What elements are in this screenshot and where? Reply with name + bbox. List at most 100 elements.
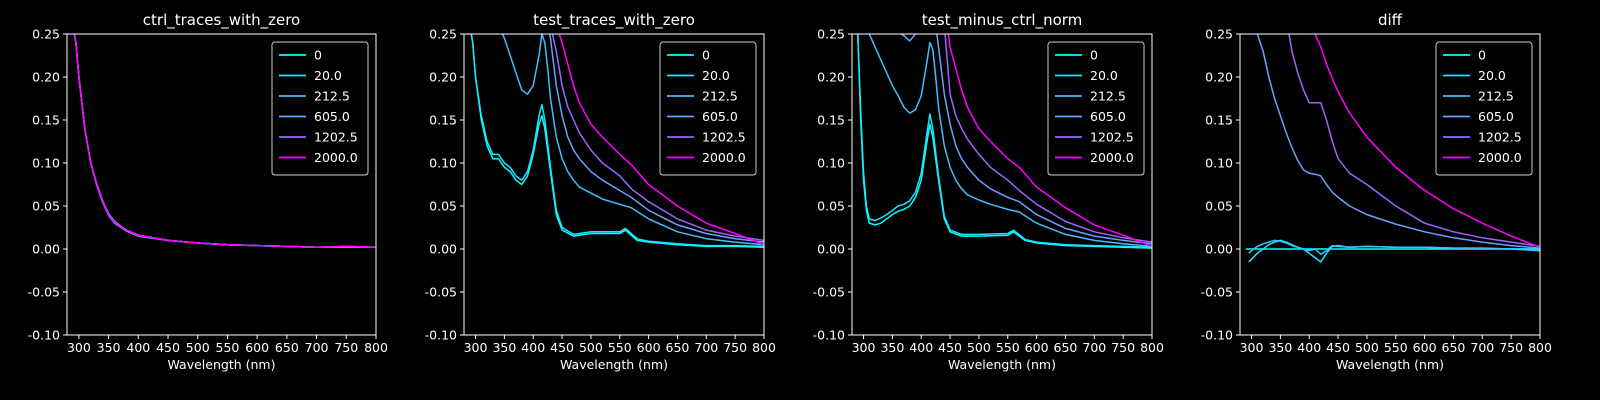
- x-tick-label: 800: [364, 340, 388, 355]
- series-line-605.0: [548, 34, 764, 243]
- x-tick-label: 600: [1025, 340, 1049, 355]
- x-tick-label: 400: [126, 340, 150, 355]
- series-line-20.0: [470, 34, 764, 248]
- subplot-1: ctrl_traces_with_zero Wavelength (nm) 30…: [28, 11, 388, 372]
- legend: 0 20.0 212.5 605.0 1202.5 2000.0: [1435, 41, 1533, 176]
- y-tick-label: 0.05: [817, 199, 845, 214]
- axes-frame: [851, 33, 1153, 336]
- x-tick-label: 550: [996, 340, 1020, 355]
- x-tick-label: 800: [1140, 340, 1164, 355]
- y-tick-label: -0.10: [425, 328, 457, 343]
- x-tick-label: 650: [1442, 340, 1466, 355]
- legend-label: 20.0: [702, 68, 730, 83]
- y-tick-label: -0.10: [813, 328, 845, 343]
- legend-label: 2000.0: [702, 150, 746, 165]
- x-tick-label: 600: [245, 340, 269, 355]
- x-tick-label: 600: [1413, 340, 1437, 355]
- x-tick-label: 750: [723, 340, 747, 355]
- legend-label: 605.0: [702, 109, 738, 124]
- axes-frame: [66, 33, 377, 336]
- legend-label: 0: [314, 48, 322, 63]
- y-tick-label: 0.00: [429, 242, 457, 257]
- legend-label: 605.0: [314, 109, 350, 124]
- y-tick-label: -0.05: [28, 285, 60, 300]
- x-tick-label: 350: [492, 340, 516, 355]
- y-tick-label: 0.25: [817, 27, 845, 42]
- x-tick-label: 750: [334, 340, 358, 355]
- x-tick-label: 700: [1470, 340, 1494, 355]
- y-tick-label: 0.05: [32, 199, 60, 214]
- y-tick-label: -0.10: [1201, 328, 1233, 343]
- x-axis-label: Wavelength (nm): [1336, 357, 1444, 372]
- subplot-title: diff: [1378, 11, 1403, 29]
- series-line-1202.5: [1288, 34, 1540, 248]
- series-line-212.5: [868, 34, 1152, 248]
- plot-area: [470, 34, 764, 249]
- x-tick-label: 450: [156, 340, 180, 355]
- legend-label: 605.0: [1478, 109, 1514, 124]
- x-tick-label: 450: [938, 340, 962, 355]
- subplot-title: test_minus_ctrl_norm: [922, 11, 1083, 30]
- series-line-212.5: [501, 34, 764, 246]
- series-line-212.5: [1248, 239, 1540, 255]
- y-tick-label: 0.05: [429, 199, 457, 214]
- y-tick-label: 0.20: [32, 70, 60, 85]
- legend: 0 20.0 212.5 605.0 1202.5 2000.0: [271, 41, 369, 176]
- y-tick-label: 0.00: [817, 242, 845, 257]
- y-tick-label: -0.05: [425, 285, 457, 300]
- y-tick-label: 0.10: [429, 156, 457, 171]
- y-tick-label: 0.20: [817, 70, 845, 85]
- series-line-0: [470, 34, 764, 249]
- legend-label: 0: [1090, 48, 1098, 63]
- x-tick-label: 700: [1082, 340, 1106, 355]
- y-tick-label: 0.20: [1205, 70, 1233, 85]
- x-tick-label: 300: [464, 340, 488, 355]
- y-tick-label: 0.00: [32, 242, 60, 257]
- series-line-1202.5: [944, 34, 1152, 243]
- y-tick-label: -0.05: [813, 285, 845, 300]
- x-tick-label: 450: [1326, 340, 1350, 355]
- x-tick-label: 550: [216, 340, 240, 355]
- series-line-2000.0: [947, 34, 1152, 248]
- x-tick-label: 350: [880, 340, 904, 355]
- plot-area: [1245, 34, 1540, 263]
- legend: 0 20.0 212.5 605.0 1202.5 2000.0: [1047, 41, 1145, 176]
- legend-label: 1202.5: [702, 130, 746, 145]
- y-tick-label: 0.05: [1205, 199, 1233, 214]
- y-tick-label: 0.10: [1205, 156, 1233, 171]
- x-tick-label: 400: [909, 340, 933, 355]
- axes-frame: [463, 33, 765, 336]
- series-line-2000.0: [558, 34, 764, 246]
- x-tick-label: 650: [275, 340, 299, 355]
- legend-label: 605.0: [1090, 109, 1126, 124]
- legend-label: 2000.0: [314, 150, 358, 165]
- x-tick-label: 450: [550, 340, 574, 355]
- x-tick-label: 300: [67, 340, 91, 355]
- x-tick-label: 500: [967, 340, 991, 355]
- series-line-605.0: [1256, 34, 1540, 249]
- y-tick-label: 0.15: [1205, 113, 1233, 128]
- series-line-2000.0: [1314, 34, 1540, 248]
- series-line-0: [857, 34, 1152, 249]
- x-tick-label: 400: [1297, 340, 1321, 355]
- legend-label: 1202.5: [314, 130, 358, 145]
- subplot-2: test_traces_with_zero Wavelength (nm) 30…: [425, 11, 776, 372]
- legend-label: 20.0: [1090, 68, 1118, 83]
- y-tick-label: 0.15: [817, 113, 845, 128]
- x-tick-label: 350: [97, 340, 121, 355]
- legend-label: 212.5: [1090, 89, 1126, 104]
- y-tick-label: 0.25: [1205, 27, 1233, 42]
- x-tick-label: 550: [608, 340, 632, 355]
- y-tick-label: 0.15: [429, 113, 457, 128]
- x-tick-label: 300: [852, 340, 876, 355]
- plot-area: [73, 34, 376, 249]
- legend: 0 20.0 212.5 605.0 1202.5 2000.0: [659, 41, 757, 176]
- series-line-20.0: [857, 34, 1152, 249]
- legend-label: 1202.5: [1090, 130, 1134, 145]
- x-tick-label: 650: [1054, 340, 1078, 355]
- x-axis-label: Wavelength (nm): [948, 357, 1056, 372]
- x-tick-label: 300: [1240, 340, 1264, 355]
- series-line-605.0: [899, 34, 1152, 245]
